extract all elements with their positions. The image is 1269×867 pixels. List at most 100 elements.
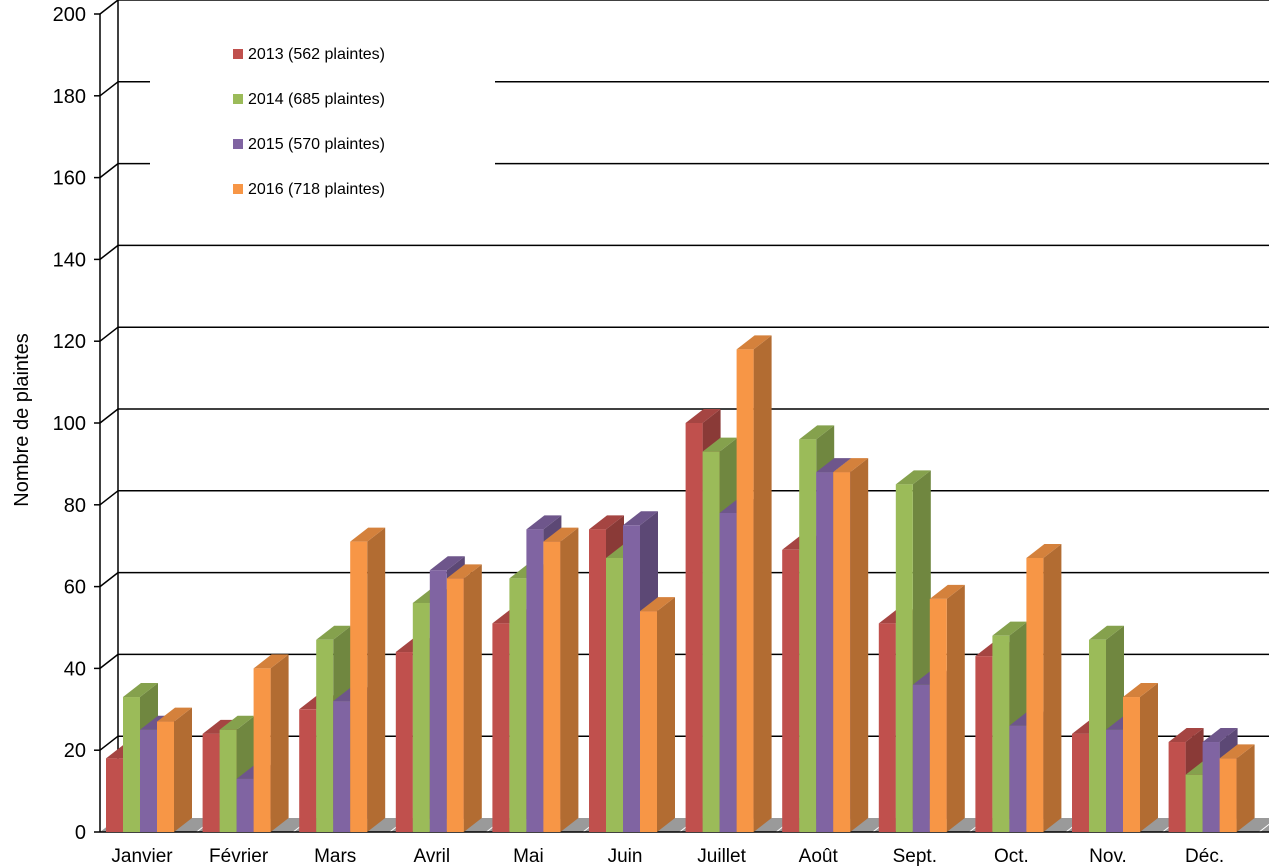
bar-top: [429, 556, 465, 571]
bar-top: [799, 425, 835, 440]
bar-front: [606, 557, 623, 832]
bar-side: [946, 584, 965, 832]
bar-front: [253, 668, 271, 832]
gridline-diagonal: [99, 0, 119, 15]
bar: [1026, 543, 1062, 832]
x-tick-label: Mars: [314, 846, 356, 867]
bar-front: [1089, 639, 1106, 832]
bar-top: [1089, 625, 1124, 640]
x-tick-label: Oct.: [994, 846, 1029, 867]
bar-side: [560, 527, 579, 832]
bar-top: [526, 515, 562, 530]
legend: 2013 (562 plaintes) 2014 (685 plaintes) 20…: [150, 30, 495, 216]
legend-background: [150, 30, 495, 216]
bar-front: [719, 512, 737, 832]
x-tick-label: Nov.: [1089, 846, 1127, 867]
bar-top: [1219, 744, 1255, 759]
bar-front: [833, 472, 851, 832]
bar-front: [1219, 758, 1237, 832]
bar-side: [174, 707, 192, 832]
y-tick-label: 100: [53, 413, 86, 435]
x-tick-label: Juillet: [697, 846, 746, 867]
y-tick-label: 140: [53, 249, 86, 271]
y-tick-label: 160: [53, 168, 86, 190]
bar-side: [753, 335, 772, 832]
bar-front: [895, 484, 913, 832]
bar-front: [912, 684, 930, 832]
bar-front: [640, 611, 657, 832]
legend-swatch: [233, 184, 243, 194]
bar-side: [270, 654, 289, 832]
bar-side: [850, 458, 869, 832]
bar-front: [1168, 742, 1186, 832]
bar: [157, 707, 192, 832]
legend-swatch: [233, 49, 243, 59]
bar-front: [543, 541, 561, 832]
bar-front: [140, 729, 157, 832]
bar-top: [253, 654, 289, 669]
bar-top: [992, 621, 1028, 636]
bar-top: [685, 409, 721, 423]
legend-swatch: [233, 139, 243, 149]
bar: [446, 564, 482, 832]
bar-front: [526, 529, 544, 832]
bar: [736, 335, 772, 832]
bar-front: [1072, 733, 1089, 832]
bar: [640, 597, 675, 832]
bar-front: [333, 701, 351, 832]
y-tick-label: 80: [64, 495, 86, 517]
gridline-diagonal: [99, 735, 119, 751]
legend-label: 2016 (718 plaintes): [248, 181, 385, 198]
bar-top: [446, 564, 482, 579]
x-axis-labels: Janvier Février Mars Avril Mai Juin Juillet Aoû…: [111, 846, 1224, 867]
bar-front: [992, 635, 1010, 832]
gridline-diagonal: [99, 81, 119, 97]
bar-side: [1236, 744, 1255, 832]
bar-front: [736, 349, 754, 832]
y-tick-label: 20: [64, 740, 86, 762]
bar: [253, 654, 289, 832]
y-axis-title: Nombre de plaintes: [11, 333, 33, 506]
gridline-diagonal: [99, 572, 119, 588]
bar-front: [1202, 742, 1220, 832]
bar-top: [316, 625, 352, 640]
bar-front: [123, 697, 140, 832]
bar-top: [833, 458, 869, 473]
bar-top: [1202, 728, 1238, 743]
bar-front: [589, 529, 606, 832]
gridline-diagonal: [99, 326, 119, 342]
x-tick-label: Février: [209, 846, 269, 867]
legend-swatch: [233, 94, 243, 104]
bar-top: [929, 584, 965, 599]
x-tick-label: Déc.: [1185, 846, 1224, 867]
bar-side: [1043, 543, 1062, 832]
bar-front: [1123, 697, 1140, 832]
bar-side: [367, 527, 386, 832]
bar-top: [123, 683, 158, 698]
bar-top: [640, 597, 675, 612]
y-tick-label: 40: [64, 658, 86, 680]
bar-front: [878, 623, 896, 832]
bar-front: [395, 652, 413, 832]
bar-front: [1026, 557, 1044, 832]
bar-side: [463, 564, 482, 832]
y-tick-label: 60: [64, 577, 86, 599]
bar-side: [657, 597, 675, 832]
bar-top: [589, 515, 624, 530]
bar-front: [412, 602, 430, 832]
y-tick-label: 0: [75, 822, 86, 844]
bar-top: [219, 715, 255, 730]
bar-front: [236, 778, 254, 832]
legend-label: 2014 (685 plaintes): [248, 91, 385, 108]
bar-top: [1123, 683, 1158, 698]
bar-front: [509, 578, 527, 832]
bar-top: [623, 511, 658, 526]
bar: [1123, 683, 1158, 832]
bar-front: [492, 623, 510, 832]
x-tick-label: Sept.: [893, 846, 937, 867]
bar-top: [736, 335, 772, 350]
bar-front: [975, 656, 993, 832]
bar-front: [702, 451, 720, 832]
bar-front: [299, 709, 317, 832]
